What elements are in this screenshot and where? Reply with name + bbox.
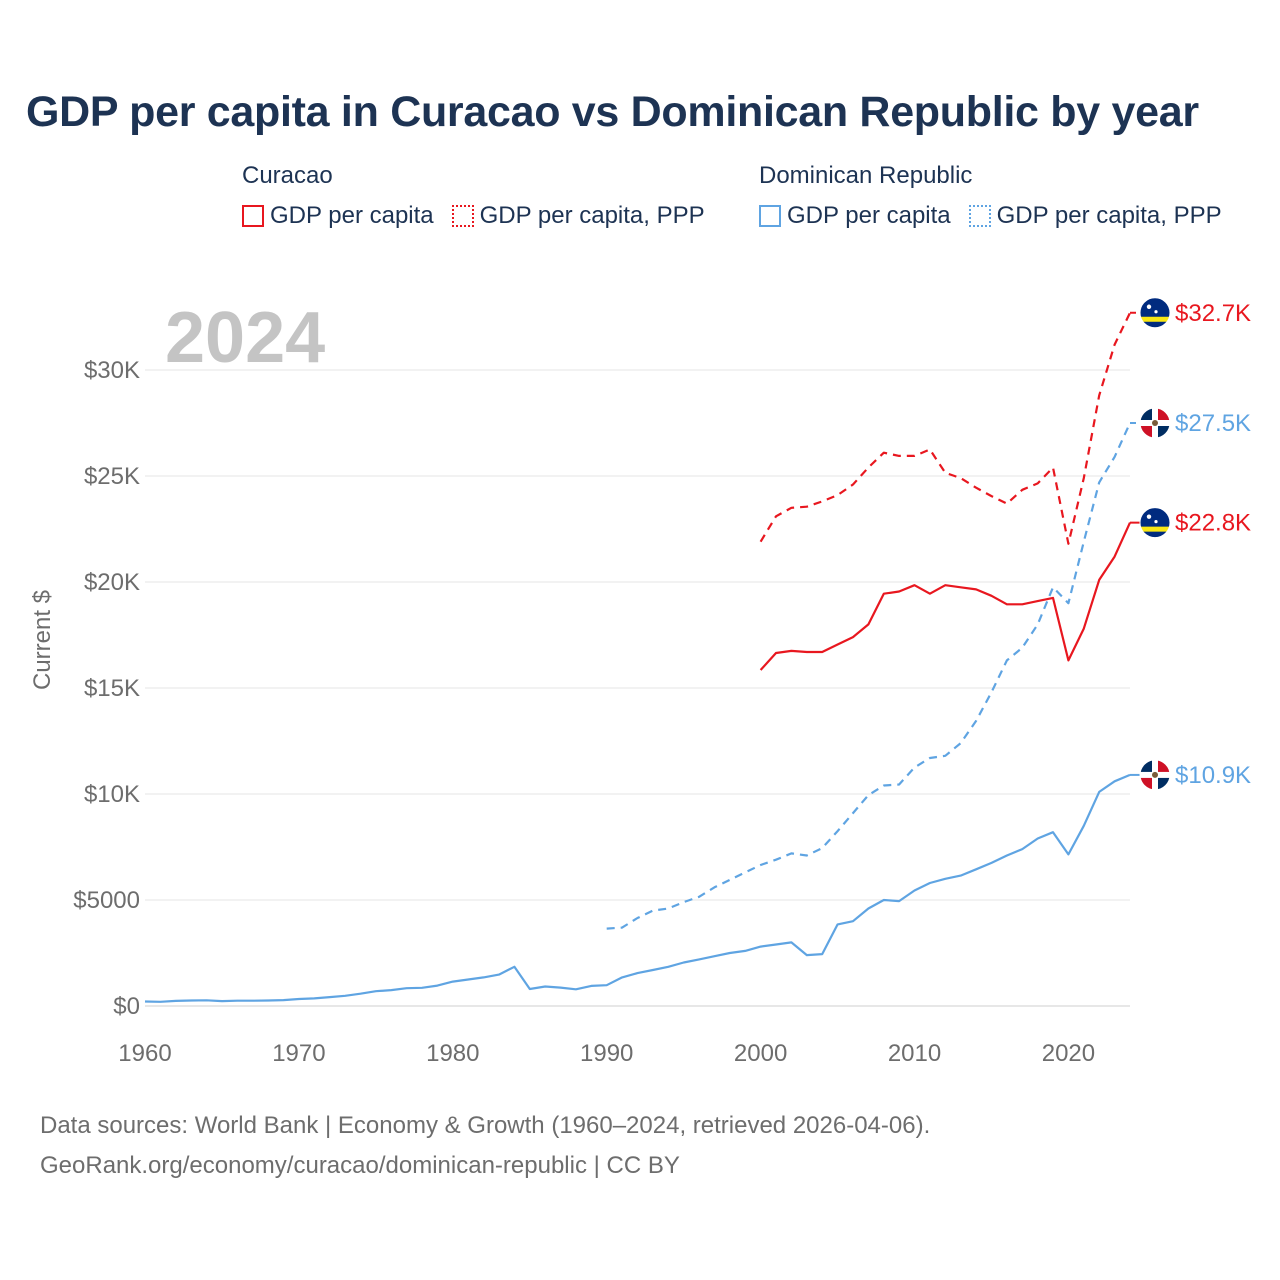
series-line-3[interactable] (144, 773, 1131, 1003)
x-tick-label: 1970 (272, 1040, 325, 1067)
series-line-2[interactable] (759, 522, 1132, 671)
end-value-label: $22.8K (1175, 510, 1251, 537)
legend-item-curacao-gdp-ppp[interactable]: GDP per capita, PPP (451, 202, 705, 230)
legend-group-dominican-republic: Dominican Republic GDP per capita GDP pe… (759, 162, 1222, 230)
y-tick-label: $5000 (73, 887, 140, 914)
y-tick-label: $25K (84, 463, 140, 490)
y-tick-label: $20K (84, 569, 140, 596)
year-watermark: 2024 (165, 298, 325, 378)
y-axis-label: Current $ (29, 590, 56, 690)
x-tick-label: 1990 (580, 1040, 633, 1067)
end-value-label: $27.5K (1175, 410, 1251, 437)
legend-item-dominican-gdp[interactable]: GDP per capita (759, 202, 951, 230)
x-tick-label: 1960 (118, 1040, 171, 1067)
x-tick-label: 2010 (888, 1040, 941, 1067)
legend-swatch-solid (242, 205, 264, 227)
end-value-label: $32.7K (1175, 300, 1251, 327)
attribution-link[interactable]: GeoRank.org/economy/curacao/dominican-re… (40, 1152, 680, 1179)
legend-group-title: Dominican Republic (759, 162, 973, 189)
series-line-0[interactable] (759, 312, 1131, 545)
legend-swatch-solid (759, 205, 781, 227)
chart-title: GDP per capita in Curacao vs Dominican R… (26, 88, 1199, 136)
legend-swatch-dotted (451, 205, 474, 227)
legend-group-title: Curacao (242, 162, 333, 189)
legend-item-label: GDP per capita, PPP (996, 202, 1222, 229)
series-line-1[interactable] (606, 422, 1132, 930)
y-tick-label: $30K (84, 357, 140, 384)
y-tick-label: $15K (84, 675, 140, 702)
legend-item-label: GDP per capita, PPP (479, 202, 705, 229)
curacao-flag-icon (1139, 297, 1171, 329)
y-tick-label: $10K (84, 781, 140, 808)
legend-item-curacao-gdp[interactable]: GDP per capita (242, 202, 434, 230)
legend-swatch-dotted (968, 205, 991, 227)
dominican-republic-flag-icon (1139, 759, 1171, 791)
legend-item-label: GDP per capita (787, 202, 951, 229)
end-value-label: $10.9K (1175, 762, 1251, 789)
x-tick-label: 2000 (734, 1040, 787, 1067)
x-tick-label: 2020 (1042, 1040, 1095, 1067)
footer: Data sources: World Bank | Economy & Gro… (40, 1106, 930, 1186)
legend-item-label: GDP per capita (270, 202, 434, 229)
data-source-text: Data sources: World Bank | Economy & Gro… (40, 1112, 931, 1139)
curacao-flag-icon (1139, 507, 1171, 539)
legend-item-dominican-gdp-ppp[interactable]: GDP per capita, PPP (968, 202, 1222, 230)
legend-group-curacao: Curacao GDP per capita GDP per capita, P… (242, 162, 705, 230)
x-tick-label: 1980 (426, 1040, 479, 1067)
dominican-republic-flag-icon (1139, 407, 1171, 439)
y-tick-label: $0 (113, 993, 140, 1020)
